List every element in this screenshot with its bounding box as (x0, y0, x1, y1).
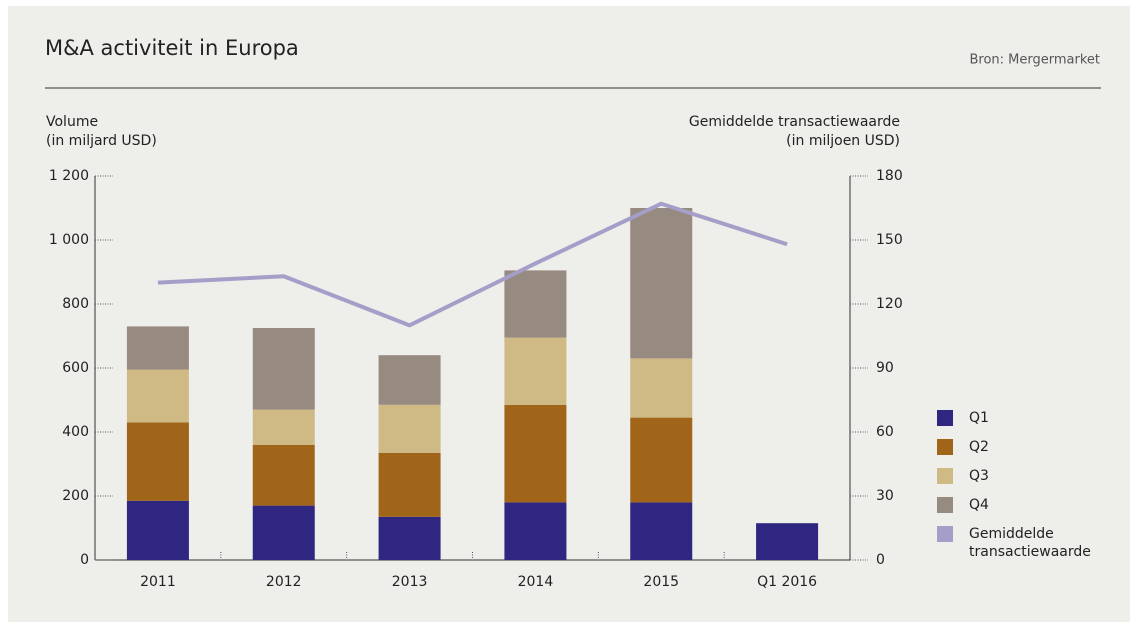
y-tick-label: 200 (62, 488, 89, 504)
source: Bron: Mergermarket (969, 53, 1100, 68)
x-tick-label: 2015 (643, 574, 679, 590)
legend-swatch (937, 410, 953, 426)
y2-tick-label: 60 (876, 424, 894, 440)
legend-label: Q3 (969, 468, 989, 484)
x-tick-label: 2012 (266, 574, 302, 590)
bar (252, 444, 315, 506)
y-tick-label: 0 (80, 552, 89, 568)
bar (630, 502, 693, 560)
bar (126, 422, 189, 501)
y-tick-label: 1 000 (49, 232, 89, 248)
y2-tick-label: 30 (876, 488, 894, 504)
legend-swatch (937, 439, 953, 455)
bar (630, 358, 693, 418)
legend-swatch (937, 468, 953, 484)
bar (504, 337, 567, 405)
y2-tick-label: 0 (876, 552, 885, 568)
y-tick-label: 1 200 (49, 168, 89, 184)
y-tick-label: 800 (62, 296, 89, 312)
bar (252, 505, 315, 560)
legend-label: Q4 (969, 497, 989, 513)
legend-swatch (937, 526, 953, 542)
bar (378, 404, 441, 453)
y2-tick-label: 180 (876, 168, 903, 184)
y-axis-label: Volume (46, 114, 98, 130)
legend-label: Gemiddelde transactiewaarde (969, 526, 1091, 560)
y2-tick-label: 120 (876, 296, 903, 312)
x-tick-label: 2011 (140, 574, 176, 590)
bar (504, 502, 567, 560)
y2-tick-label: 90 (876, 360, 894, 376)
y2-axis-label: (in miljoen USD) (786, 133, 900, 149)
y-axis-label: (in miljard USD) (46, 133, 157, 149)
bar (504, 404, 567, 503)
legend-label: Q1 (969, 410, 989, 426)
chart-title: M&A activiteit in Europa (45, 36, 299, 60)
bar (378, 516, 441, 560)
bar (126, 500, 189, 560)
bar (756, 523, 819, 560)
bar (252, 328, 315, 410)
bar (126, 326, 189, 370)
bar (378, 452, 441, 517)
legend-swatch (937, 497, 953, 513)
bar (630, 417, 693, 503)
background (8, 6, 1130, 622)
x-tick-label: 2014 (518, 574, 554, 590)
x-tick-label: 2013 (392, 574, 428, 590)
bar (378, 355, 441, 405)
legend-label: Q2 (969, 439, 989, 455)
y2-tick-label: 150 (876, 232, 903, 248)
bar (630, 208, 693, 359)
bar (504, 270, 567, 338)
x-tick-label: Q1 2016 (757, 574, 817, 590)
line (157, 201, 788, 328)
bar (252, 409, 315, 445)
bar (126, 369, 189, 423)
y-tick-label: 400 (62, 424, 89, 440)
y-tick-label: 600 (62, 360, 89, 376)
y2-axis-label: Gemiddelde transactiewaarde (689, 114, 900, 130)
